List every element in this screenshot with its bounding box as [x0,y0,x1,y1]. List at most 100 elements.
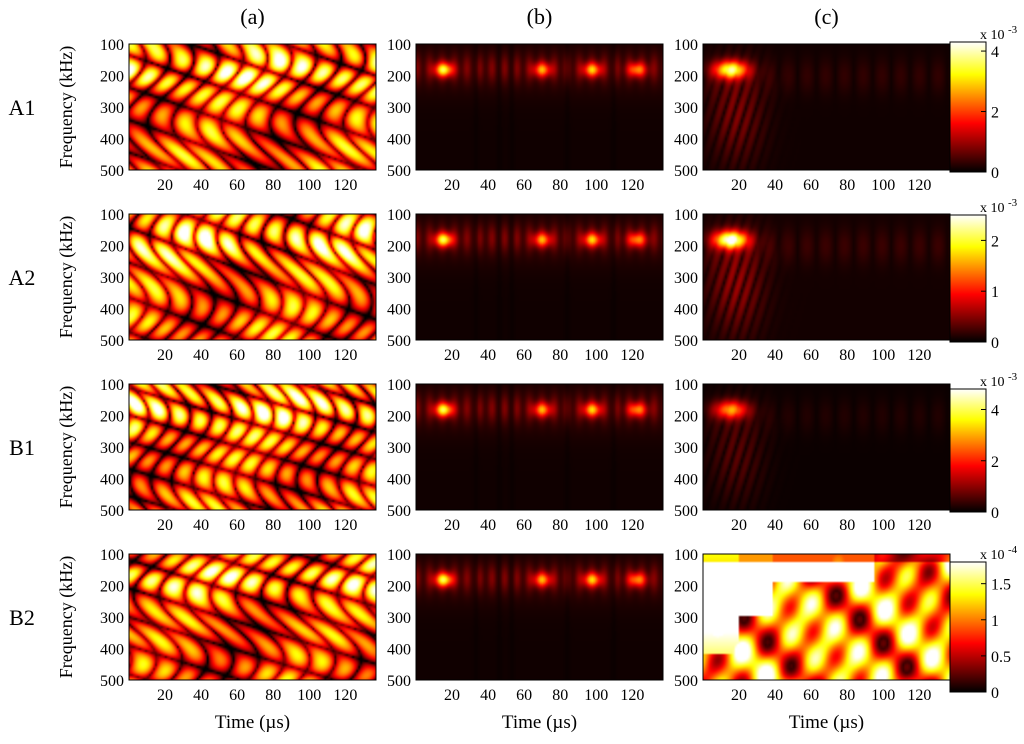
x-tick-label: 20 [157,517,173,534]
spectrogram-panel: 100 200 300 400 500 20 40 60 80 100 120 [674,37,951,194]
colorbar-gradient [949,561,987,693]
spectrogram-image [416,214,663,340]
x-tick-label: 80 [552,347,568,364]
x-tick-label: 80 [839,517,855,534]
x-tick-label: 20 [157,347,173,364]
y-axis-label: Frequency (kHz) [56,556,77,678]
spectrogram-panel: 100 200 300 400 500 20 40 60 80 100 120 Frequency (… [56,207,377,364]
x-tick-label: 20 [731,687,747,704]
y-tick-label: 500 [100,673,124,690]
spectrogram-image [703,384,950,510]
x-tick-label: 20 [444,347,460,364]
colorbar-tick-label: 1 [991,613,999,630]
colorbar-exponent-power: -3 [1008,24,1018,36]
x-tick-label: 120 [333,687,357,704]
y-tick-label: 100 [100,547,124,564]
x-tick-label: 80 [552,687,568,704]
x-tick-label: 80 [839,687,855,704]
y-tick-label: 500 [387,673,411,690]
y-axis-label: Frequency (kHz) [56,216,77,338]
y-tick-label: 400 [674,132,698,149]
y-tick-label: 100 [387,377,411,394]
x-tick-label: 40 [480,687,496,704]
spectrogram-panel: 100 200 300 400 500 20 40 60 80 100 120 Frequency (… [56,547,377,733]
y-tick-label: 400 [674,302,698,319]
x-tick-label: 40 [193,177,209,194]
y-axis-label: Frequency (kHz) [56,46,77,168]
x-tick-label: 20 [157,177,173,194]
x-tick-label: 100 [297,687,321,704]
spectrogram-panel: 100 200 300 400 500 20 40 60 80 100 120 [387,377,664,534]
y-tick-label: 400 [387,472,411,489]
spectrogram-panel: 100 200 300 400 500 20 40 60 80 100 120 Frequency (… [56,377,377,534]
y-tick-label: 500 [674,673,698,690]
column-label: (b) [527,4,553,29]
x-tick-label: 100 [584,687,608,704]
spectrogram-image [703,214,950,340]
axes-frame [128,383,377,511]
spectrogram-image [129,554,376,680]
x-tick-label: 20 [731,177,747,194]
x-tick-label: 100 [297,347,321,364]
spectrogram-panel: 100 200 300 400 500 20 40 60 80 100 120 [674,377,951,534]
y-tick-label: 200 [100,239,124,256]
x-tick-label: 60 [229,687,245,704]
spectrogram-image [703,44,950,170]
x-tick-label: 80 [839,347,855,364]
y-tick-label: 200 [100,69,124,86]
y-tick-label: 300 [674,610,698,627]
x-tick-label: 120 [333,347,357,364]
y-tick-label: 300 [674,270,698,287]
x-tick-label: 60 [229,347,245,364]
x-tick-label: 120 [620,517,644,534]
y-tick-label: 100 [387,547,411,564]
x-tick-label: 20 [731,347,747,364]
spectrogram-panel: 100 200 300 400 500 20 40 60 80 100 120 Time (µs) [387,547,664,733]
x-tick-label: 20 [444,177,460,194]
y-tick-label: 100 [100,37,124,54]
y-tick-label: 500 [100,163,124,180]
x-tick-label: 80 [265,687,281,704]
axes-frame [128,553,377,681]
colorbar-tick-label: 2 [991,233,999,250]
x-tick-label: 60 [516,347,532,364]
x-tick-label: 20 [157,687,173,704]
x-tick-label: 100 [871,517,895,534]
y-tick-label: 400 [387,642,411,659]
x-tick-label: 120 [907,517,931,534]
y-tick-label: 300 [100,440,124,457]
spectrogram-image [416,554,663,680]
x-tick-label: 60 [516,517,532,534]
x-tick-label: 80 [265,347,281,364]
y-tick-label: 300 [387,270,411,287]
x-tick-label: 40 [767,177,783,194]
row-label: A2 [9,265,36,290]
y-tick-label: 100 [100,207,124,224]
colorbar-tick-label: 4 [991,44,999,61]
x-tick-label: 100 [871,177,895,194]
x-tick-label: 120 [907,347,931,364]
y-tick-label: 500 [387,503,411,520]
y-tick-label: 200 [387,69,411,86]
axes-frame [415,43,664,171]
y-tick-label: 300 [674,100,698,117]
axes-frame [128,213,377,341]
colorbar-tick-label: 2 [991,105,999,122]
x-tick-label: 100 [871,347,895,364]
spectrogram-panel: 100 200 300 400 500 20 40 60 80 100 120 Time (µs) [674,547,951,733]
y-tick-label: 400 [100,472,124,489]
x-tick-label: 40 [767,687,783,704]
x-tick-label: 80 [265,177,281,194]
y-tick-label: 200 [100,579,124,596]
y-tick-label: 500 [674,163,698,180]
colorbar-tick-label: 1 [991,284,999,301]
colorbar-exponent-power: -3 [1008,197,1018,209]
colorbar-gradient [949,41,987,173]
x-axis-label: Time (µs) [502,712,577,733]
x-tick-label: 100 [584,517,608,534]
x-tick-label: 20 [444,687,460,704]
y-tick-label: 300 [674,440,698,457]
x-tick-label: 40 [480,177,496,194]
y-tick-label: 200 [387,239,411,256]
y-tick-label: 500 [674,333,698,350]
